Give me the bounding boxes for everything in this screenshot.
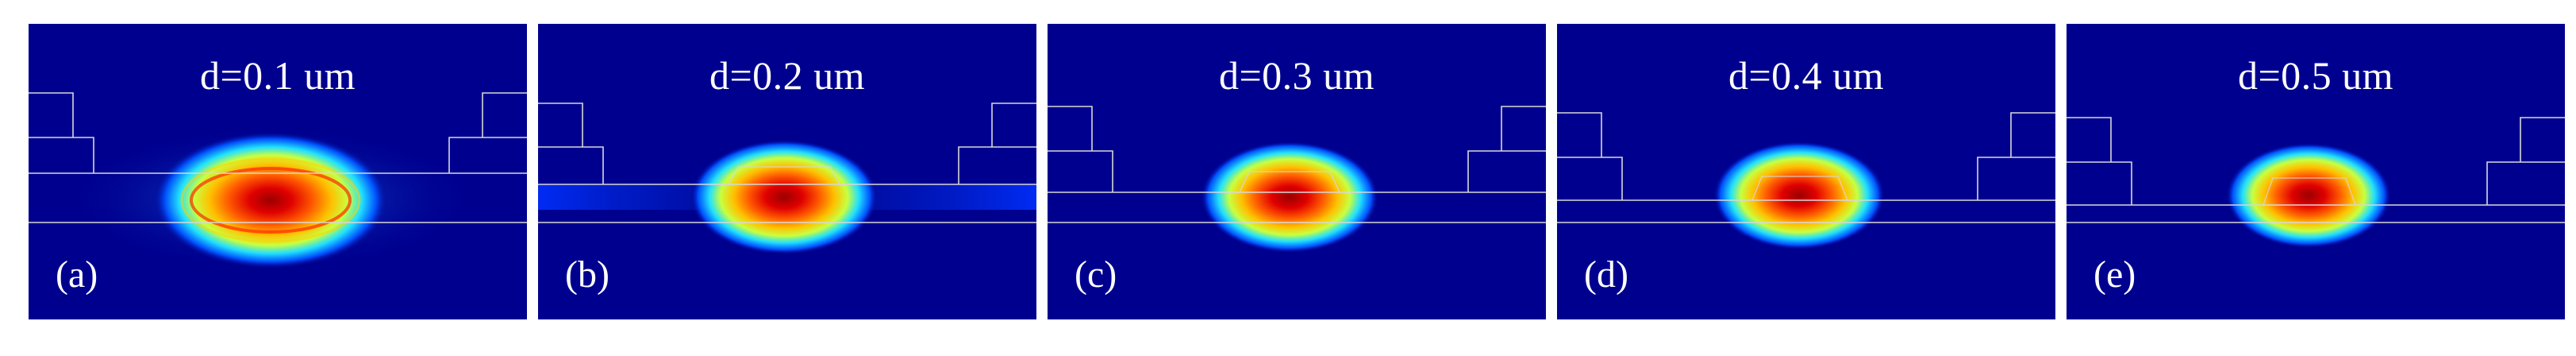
panel-title-a: d=0.1 um [199, 53, 356, 98]
mode-field-map-b [538, 24, 1036, 319]
mode-field-map-e [2067, 24, 2565, 319]
waveguide-outline-d [1557, 112, 2055, 223]
panel-title-d: d=0.4 um [1728, 53, 1885, 98]
panel-title-e: d=0.5 um [2237, 53, 2394, 98]
panel-title-c: d=0.3 um [1218, 53, 1375, 98]
waveguide-outline-b [538, 103, 1036, 223]
panel-label-b: (b) [565, 253, 609, 296]
mode-panel-b: d=0.2 um (b) [538, 24, 1036, 319]
waveguide-outline-c [1048, 106, 1546, 223]
mode-field-map-d [1557, 24, 2055, 319]
mode-panel-e: d=0.5 um (e) [2067, 24, 2565, 319]
mode-field-map-a [29, 24, 527, 319]
waveguide-outline-e [2067, 117, 2565, 223]
panel-title-b: d=0.2 um [709, 53, 866, 98]
waveguide-outline-a [29, 92, 527, 223]
mode-field-map-c [1048, 24, 1546, 319]
panel-label-c: (c) [1075, 253, 1117, 296]
mode-panel-c: d=0.3 um (c) [1048, 24, 1546, 319]
panel-label-e: (e) [2093, 253, 2136, 296]
mode-panel-a: d=0.1 um (a) [29, 24, 527, 319]
mode-panel-d: d=0.4 um (d) [1557, 24, 2055, 319]
panel-label-a: (a) [56, 253, 98, 296]
panel-label-d: (d) [1584, 253, 1628, 296]
